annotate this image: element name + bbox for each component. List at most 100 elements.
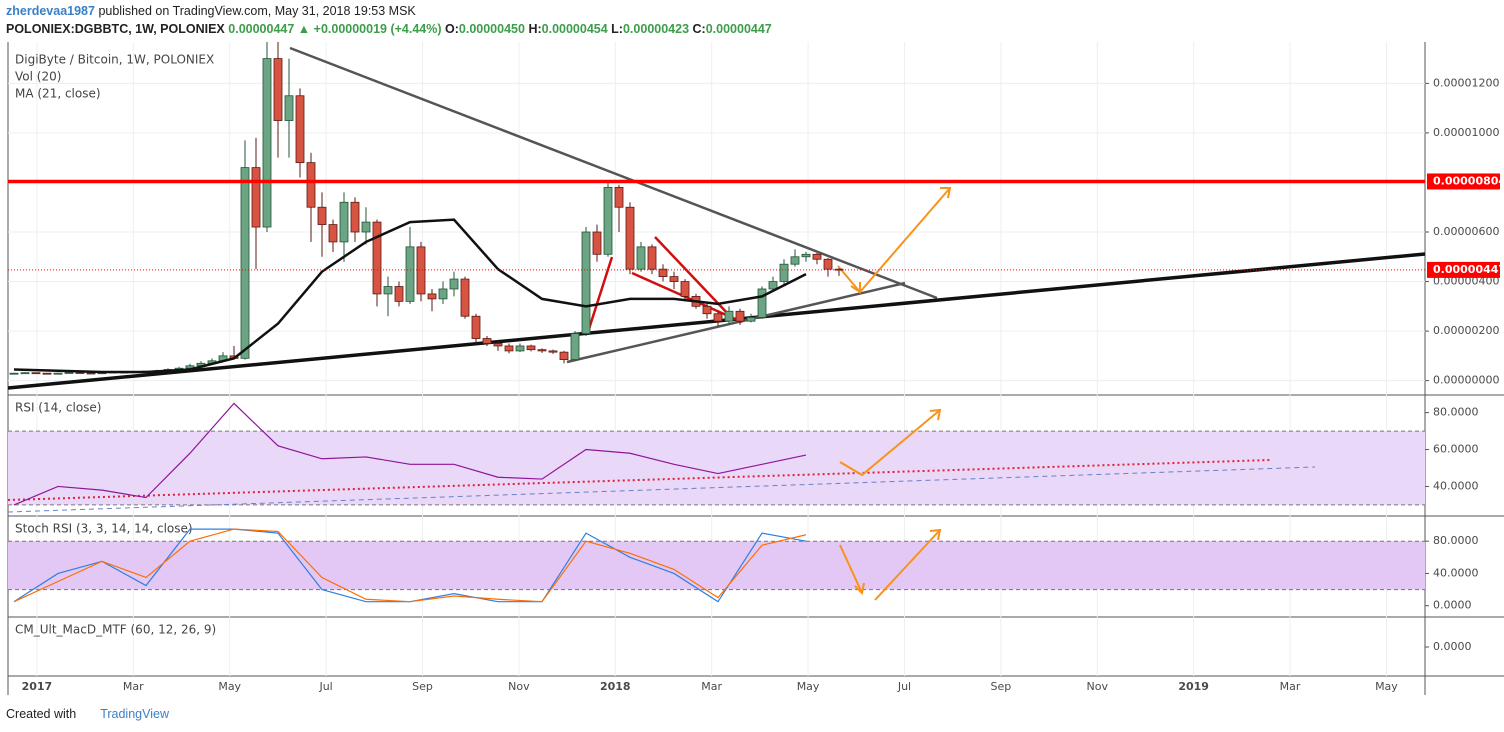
candle-body (273, 58, 283, 121)
level-tag (1427, 173, 1500, 190)
candle-body (669, 276, 679, 282)
candle-body (757, 288, 767, 318)
y-tick-label: 0.00001200 (1433, 76, 1499, 89)
candle-body (42, 372, 52, 375)
candle-body (262, 58, 272, 228)
candle-body (636, 246, 646, 270)
candle-body (790, 256, 800, 265)
candle-body (64, 372, 74, 374)
candle-body (779, 263, 789, 282)
candle-body (746, 317, 756, 322)
forecast-arrow (839, 544, 863, 594)
candle-body (713, 313, 723, 322)
band (8, 541, 1425, 590)
h: 0.00000454 (541, 22, 608, 36)
candle-body (504, 345, 514, 352)
footer: Created with TradingView (6, 707, 169, 721)
x-tick-label: Mar (1280, 680, 1301, 693)
y-tick-label: 80.0000 (1433, 534, 1479, 547)
author[interactable]: zherdevaa1987 (6, 4, 95, 18)
candle-body (724, 310, 734, 322)
candle-body (339, 201, 349, 243)
l-label: L: (611, 22, 623, 36)
candle-body (801, 253, 811, 258)
level-label: 0.00000804 (1433, 174, 1504, 187)
c-label: C: (692, 22, 706, 36)
panel-title: CM_Ult_MacD_MTF (60, 12, 26, 9) (15, 623, 216, 637)
x-tick-label: Mar (123, 680, 144, 693)
candle-body (482, 338, 492, 344)
candle-body (31, 372, 41, 375)
x-tick-label: Sep (412, 680, 433, 693)
candle-body (306, 162, 316, 208)
wedge-line (631, 271, 743, 324)
candle-body (9, 372, 19, 375)
rsi-trendline (7, 459, 1271, 501)
x-tick-label: Nov (1087, 680, 1109, 693)
y-tick-label: 40.0000 (1433, 566, 1479, 579)
x-tick-label: Sep (990, 680, 1011, 693)
forecast-arrow (839, 409, 941, 477)
published: published on TradingView.com, May 31, 20… (98, 4, 416, 18)
candle-body (658, 268, 668, 277)
legend-entry: Vol (20) (15, 70, 61, 84)
panel-title: RSI (14, close) (15, 401, 101, 415)
candle-body (592, 231, 602, 255)
y-tick-label: 80.0000 (1433, 406, 1479, 419)
candle-body (735, 310, 745, 322)
x-tick-label: 2018 (600, 680, 631, 693)
y-tick-label: 0.0000 (1433, 640, 1472, 653)
candle-body (823, 258, 833, 270)
candle-body (295, 95, 305, 164)
candle-body (460, 278, 470, 317)
y-tick-label: 0.00000600 (1433, 225, 1499, 238)
x-tick-label: Mar (701, 680, 722, 693)
last: 0.00000447 (228, 22, 295, 36)
last-price-label: 0.00000447 (1433, 263, 1504, 276)
arrow-head (929, 528, 942, 541)
y-tick-label: 40.0000 (1433, 479, 1479, 492)
candle-body (361, 221, 371, 233)
panel-title: DigiByte / Bitcoin, 1W, POLONIEX (15, 53, 214, 67)
candle-body (680, 281, 690, 297)
y-tick-label: 0.00000200 (1433, 324, 1499, 337)
symbol: POLONIEX:DGBBTC, 1W, POLONIEX (6, 22, 225, 36)
legend-entry: MA (21, close) (15, 87, 101, 101)
drawings (7, 46, 1426, 601)
candle-body (449, 278, 459, 290)
candle-body (647, 246, 657, 270)
candle-body (372, 221, 382, 295)
candle-body (284, 95, 294, 121)
candle-body (812, 253, 822, 260)
y-tick-label: 0.00000000 (1433, 374, 1499, 387)
publish-line: zherdevaa1987 published on TradingView.c… (6, 4, 416, 18)
y-tick-label: 0.00001000 (1433, 126, 1499, 139)
indicator-line (13, 528, 807, 603)
candle-body (768, 281, 778, 290)
candle-body (581, 231, 591, 334)
o: 0.00000450 (458, 22, 525, 36)
candle-body (614, 187, 624, 208)
candle-body (53, 372, 63, 375)
candle-body (383, 286, 393, 295)
x-tick-label: May (797, 680, 820, 693)
change: ▲ +0.00000019 (+4.44%) (297, 22, 442, 36)
quote-line: POLONIEX:DGBBTC, 1W, POLONIEX 0.00000447… (6, 22, 772, 36)
l: 0.00000423 (622, 22, 690, 36)
panel-title: Stoch RSI (3, 3, 14, 14, close) (15, 522, 193, 536)
candle-body (515, 345, 525, 352)
ma-line (13, 218, 807, 374)
candle-body (416, 246, 426, 295)
brand[interactable]: TradingView (100, 707, 169, 721)
indicator-line (13, 402, 807, 506)
arrow-head (850, 282, 861, 294)
candle-body (20, 372, 30, 375)
candle-body (559, 351, 569, 360)
candle-body (537, 349, 547, 352)
band (8, 431, 1425, 505)
trendline (289, 46, 938, 300)
candle-body (251, 167, 261, 228)
x-tick-label: May (1375, 680, 1398, 693)
candle-body (438, 288, 448, 300)
